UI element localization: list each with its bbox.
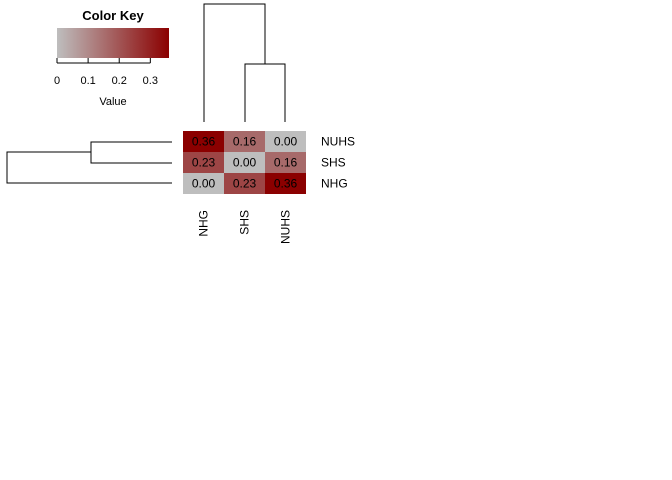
color-key-tick-label: 0.3 — [143, 75, 158, 87]
col-dendro-branch-shs-nuhs — [244, 63, 286, 122]
color-key-tick-label: 0 — [54, 75, 60, 87]
heatmap-cell — [224, 131, 265, 152]
color-key-xlabel: Value — [99, 96, 126, 108]
heatmap-cell — [183, 152, 224, 173]
heatmap-cell-label: 0.00 — [192, 177, 216, 191]
heatmap-cell — [265, 173, 306, 194]
heatmap-cell-label: 0.00 — [274, 135, 298, 149]
heatmap-grid: 0.36 0.16 0.00 0.23 0.00 0.16 0.00 0.23 0.36 — [183, 131, 306, 194]
column-labels: NHG SHS NUHS — [197, 210, 293, 244]
column-label: NHG — [197, 210, 211, 237]
row-labels: NUHS SHS NHG — [321, 135, 355, 191]
color-key-title: Color Key — [82, 8, 144, 23]
heatmap-cell — [183, 131, 224, 152]
row-label: NUHS — [321, 135, 355, 149]
heatmap-cell — [265, 131, 306, 152]
row-label: SHS — [321, 156, 346, 170]
heatmap-cell-label: 0.23 — [192, 156, 216, 170]
heatmap-cell — [265, 152, 306, 173]
row-label: NHG — [321, 177, 348, 191]
heatmap-cell-label: 0.16 — [274, 156, 298, 170]
row-dendro-branch-root — [6, 151, 172, 184]
heatmap-cell — [224, 173, 265, 194]
col-dendro-branch-root — [203, 3, 266, 122]
row-dendro-branch-nuhs-shs — [90, 141, 172, 164]
heatmap-cell-label: 0.36 — [192, 135, 216, 149]
column-label: NUHS — [279, 210, 293, 244]
row-dendrogram — [6, 141, 172, 184]
color-key: Color Key 0 0.1 0.2 0.3 Value — [54, 8, 169, 108]
color-key-tick-label: 0.2 — [112, 75, 127, 87]
heatmap-cell — [224, 152, 265, 173]
column-label: SHS — [238, 210, 252, 235]
color-key-axis: 0 0.1 0.2 0.3 — [54, 58, 158, 87]
heatmap-cell-label: 0.00 — [233, 156, 257, 170]
color-key-tick-label: 0.1 — [80, 75, 95, 87]
heatmap-cell-label: 0.36 — [274, 177, 298, 191]
color-key-gradient — [57, 28, 169, 58]
heatmap-cell-label: 0.16 — [233, 135, 257, 149]
heatmap-cell-label: 0.23 — [233, 177, 257, 191]
heatmap-cell — [183, 173, 224, 194]
column-dendrogram — [203, 3, 286, 122]
